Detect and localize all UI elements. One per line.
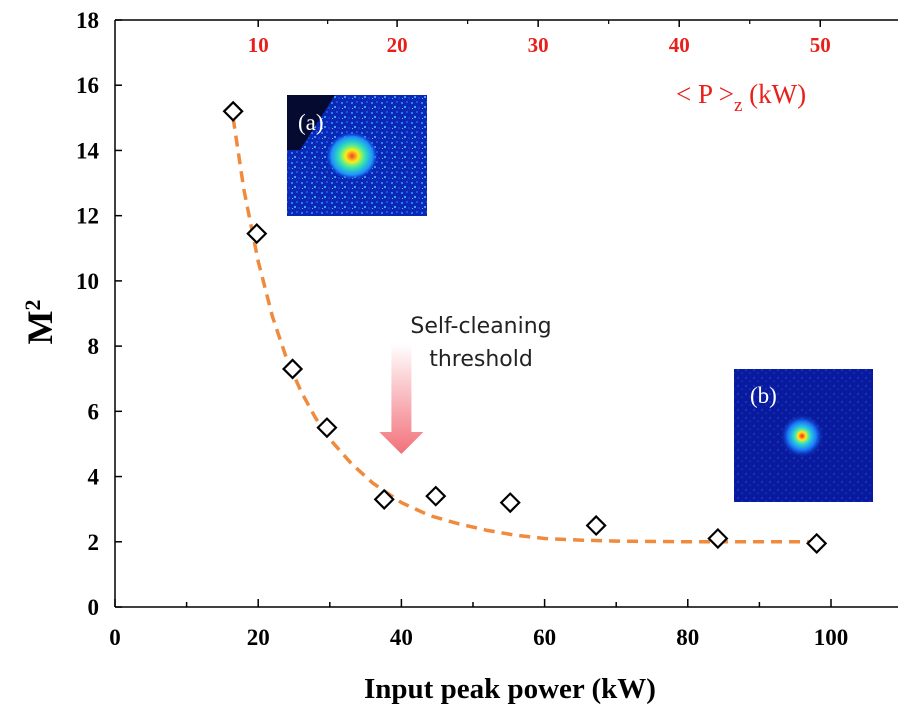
annotation-line2: threshold [429,347,533,372]
inset-a: (a) [287,95,427,216]
top-ticks: 10 20 30 40 50 [248,20,831,57]
x-tick-label: 100 [814,625,849,650]
inset-a-spot [326,132,378,180]
x-tick-label: 20 [247,625,270,650]
y-tick-label: 14 [76,138,100,163]
data-point [499,492,521,514]
threshold-arrow [379,344,424,454]
x-tick-label: 40 [390,625,413,650]
data-markers [222,100,828,554]
top-tick-label: 10 [248,33,269,57]
data-point [373,488,395,510]
y-tick-label: 18 [76,8,99,33]
top-tick-label: 20 [387,33,408,57]
inset-a-label: (a) [298,110,324,135]
data-point [246,223,268,245]
data-point [222,100,244,122]
x-tick-label: 60 [533,625,556,650]
annotation-line1: Self-cleaning [410,314,551,339]
y-tick-label: 10 [76,269,99,294]
y-tick-label: 0 [88,595,100,620]
inset-b-spot [780,414,824,458]
data-point [282,358,304,380]
inset-b-label: (b) [750,383,777,408]
self-cleaning-annotation: Self-cleaning threshold [379,314,552,454]
x-tick-label: 80 [676,625,699,650]
top-tick-label: 40 [669,33,690,57]
y-tick-label: 2 [88,530,100,555]
inset-b: (b) [734,369,873,502]
y-tick-label: 8 [88,334,100,359]
y-ticks: 0 2 4 6 8 10 12 14 16 18 [76,8,122,620]
data-point [425,485,447,507]
top-tick-label: 30 [528,33,549,57]
axes [114,19,898,608]
inset-a-dark-corner [287,95,335,150]
top-axis-label: < P >z (kW) [676,79,806,116]
y-tick-label: 16 [76,73,99,98]
data-point [585,514,607,537]
y-axis-label: M2 [20,300,60,345]
x-axis-label: Input peak power (kW) [364,673,656,705]
data-point [316,417,338,439]
y-tick-label: 6 [88,399,100,424]
y-tick-label: 4 [88,465,100,490]
y-tick-label: 12 [76,204,99,229]
data-point [707,527,729,550]
fit-curve [231,117,817,544]
top-tick-label: 50 [810,33,831,57]
data-point [806,532,828,554]
x-ticks: 0 20 40 60 80 100 [109,599,849,650]
x-tick-label: 0 [109,625,121,650]
